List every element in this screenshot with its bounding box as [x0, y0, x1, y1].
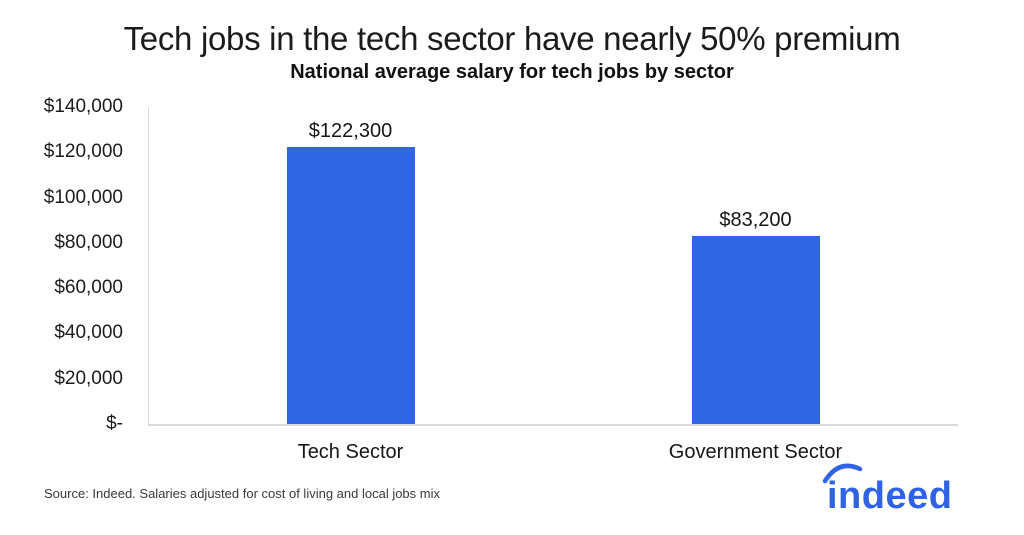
indeed-logo: indeed [822, 463, 952, 517]
y-tick-label: $80,000 [54, 231, 123, 253]
bar-value-label: $83,200 [719, 208, 792, 231]
source-note: Source: Indeed. Salaries adjusted for co… [44, 486, 440, 501]
chart-title: Tech jobs in the tech sector have nearly… [123, 20, 901, 57]
y-tick-label: $20,000 [54, 367, 123, 389]
y-tick-label: $60,000 [54, 277, 123, 299]
y-axis-line [148, 107, 149, 425]
bar-value-label: $122,300 [308, 120, 393, 143]
x-axis-label: Tech Sector [297, 441, 404, 463]
x-axis-label: Government Sector [668, 441, 843, 463]
y-tick-label: $40,000 [54, 322, 123, 344]
y-tick-label: $- [106, 413, 123, 434]
bar-tech-sector [286, 147, 415, 424]
indeed-logo-arc-icon [822, 463, 863, 484]
x-axis-line [148, 424, 958, 426]
bar-government-sector [691, 235, 820, 424]
y-tick-label: $120,000 [43, 141, 123, 163]
y-tick-label: $140,000 [43, 96, 123, 117]
y-tick-label: $100,000 [43, 186, 123, 208]
indeed-logo-text: indeed [827, 475, 952, 517]
chart-subtitle: National average salary for tech jobs by… [290, 61, 734, 83]
